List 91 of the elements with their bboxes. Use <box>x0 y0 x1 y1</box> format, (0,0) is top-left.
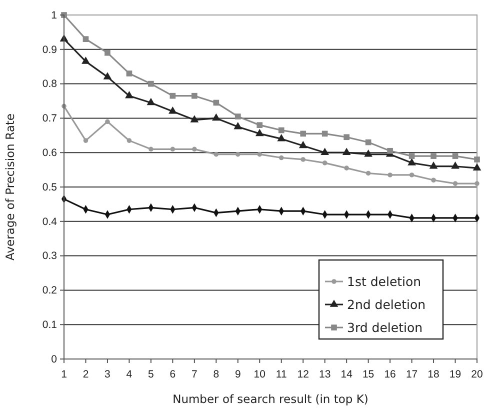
x-tick-label: 16 <box>384 368 396 381</box>
point <box>278 155 284 160</box>
point <box>212 113 220 121</box>
x-tick-label: 15 <box>362 368 374 381</box>
x-tick-label: 3 <box>104 368 111 381</box>
x-tick-label: 11 <box>276 368 287 381</box>
y-tick-label: 0.2 <box>42 284 58 297</box>
point <box>234 122 242 130</box>
x-tick-label: 13 <box>319 368 331 381</box>
point <box>190 115 199 122</box>
y-tick-label: 0.9 <box>42 44 58 56</box>
point <box>388 172 392 178</box>
legend-label: 2nd deletion <box>347 296 426 312</box>
point <box>452 153 458 159</box>
point <box>257 152 262 157</box>
point <box>146 98 156 106</box>
point <box>344 166 349 170</box>
x-tick-label: 19 <box>449 368 462 381</box>
y-tick-label: 0.5 <box>42 181 58 194</box>
point <box>451 162 460 169</box>
point <box>168 106 177 114</box>
point <box>322 160 328 166</box>
point <box>431 178 436 183</box>
point <box>364 150 372 157</box>
x-axis-title: Number of search result (in top K) <box>172 392 368 406</box>
point <box>82 56 90 64</box>
x-tick-label: 7 <box>192 368 198 381</box>
point <box>342 148 351 156</box>
point <box>126 138 132 143</box>
y-tick-label: 0.4 <box>42 216 58 228</box>
point <box>234 114 241 120</box>
y-tick-label: 0.7 <box>42 112 58 125</box>
x-tick-label: 10 <box>254 368 266 381</box>
point <box>236 152 240 157</box>
point <box>474 156 480 162</box>
x-tick-label: 8 <box>213 368 220 381</box>
y-tick-label: 0.3 <box>42 250 58 262</box>
point <box>256 122 263 128</box>
point <box>322 130 328 137</box>
point <box>474 181 480 186</box>
point <box>170 146 176 152</box>
point <box>408 158 416 166</box>
point <box>344 134 350 140</box>
legend-label: 1st deletion <box>347 274 422 289</box>
point <box>125 91 134 98</box>
x-tick-label: 9 <box>234 368 241 381</box>
point <box>148 146 154 152</box>
point <box>409 172 414 178</box>
point <box>148 80 154 87</box>
point <box>126 70 132 76</box>
point <box>192 92 198 99</box>
x-tick-label: 12 <box>297 368 310 381</box>
point <box>452 181 458 186</box>
legend-label: 3rd deletion <box>347 320 423 335</box>
point <box>82 36 89 42</box>
point <box>320 148 330 156</box>
point <box>104 50 110 56</box>
point <box>408 153 415 159</box>
point <box>300 157 306 162</box>
x-tick-label: 20 <box>471 368 483 381</box>
point <box>192 146 197 152</box>
point <box>255 128 264 136</box>
point <box>300 130 306 137</box>
x-tick-label: 6 <box>170 368 176 381</box>
y-tick-label: 0.8 <box>42 78 58 90</box>
x-tick-label: 5 <box>148 368 154 381</box>
point <box>105 119 110 124</box>
point <box>83 138 88 143</box>
point <box>387 148 393 154</box>
y-tick-label: 0.1 <box>42 318 58 331</box>
point <box>213 100 220 106</box>
x-tick-label: 4 <box>126 368 132 381</box>
y-tick-label: 1 <box>51 9 58 22</box>
point <box>472 163 482 170</box>
y-tick-label: 0 <box>51 353 58 366</box>
point <box>298 140 308 148</box>
y-axis-title: Average of Precision Rate <box>3 114 17 260</box>
x-tick-label: 17 <box>406 368 418 381</box>
x-tick-label: 18 <box>428 368 440 381</box>
point <box>429 162 438 169</box>
point <box>278 127 284 134</box>
point <box>366 170 371 176</box>
x-tick-label: 2 <box>82 368 89 381</box>
point <box>277 134 286 142</box>
point <box>214 152 219 157</box>
y-tick-label: 0.6 <box>42 146 58 159</box>
point <box>103 72 112 80</box>
point <box>430 153 436 159</box>
x-tick-label: 1 <box>61 368 68 381</box>
x-tick-label: 14 <box>340 368 353 381</box>
point <box>170 92 176 99</box>
